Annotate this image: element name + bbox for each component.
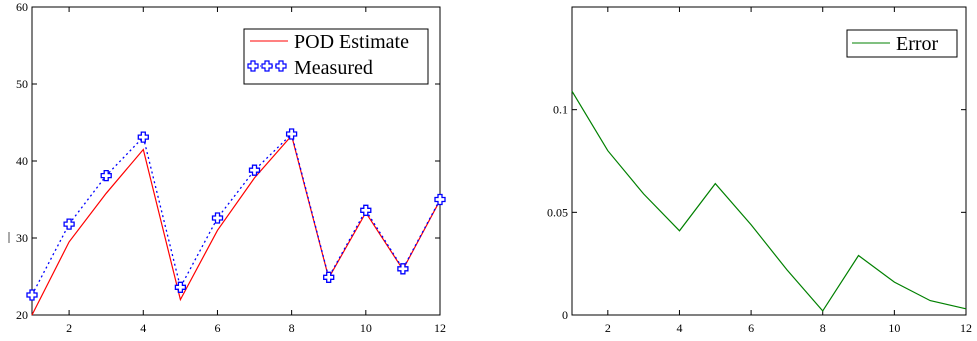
series-point-measured	[100, 169, 112, 182]
right-y-tick-label: 0.1	[553, 103, 568, 117]
left-x-tick-label: 12	[434, 321, 446, 335]
right-y-tick-label: 0	[562, 308, 568, 322]
right-x-tick-label: 2	[605, 321, 611, 335]
left-ticks: 2 4 6 8 10 12 20 30 40 50 60	[16, 0, 446, 335]
right-x-tick-label: 6	[748, 321, 754, 335]
right-x-tick-label: 12	[960, 321, 972, 335]
left-y-tick-label: 60	[16, 0, 28, 14]
series-point-measured	[174, 281, 187, 293]
left-y-tick-label: 40	[16, 154, 28, 168]
left-x-tick-label: 10	[360, 321, 372, 335]
legend-measured-label: Measured	[294, 57, 373, 79]
series-point-measured	[137, 131, 149, 143]
series-point-measured	[434, 193, 446, 206]
series-line-measured	[31, 132, 441, 296]
right-chart: 2 4 6 8 10 12 0 0.05 0.1 Error	[547, 6, 972, 335]
left-x-tick-label: 4	[140, 321, 146, 335]
legend-error-label: Error	[896, 33, 939, 55]
series-line-error	[571, 90, 967, 312]
series-point-measured	[211, 212, 224, 224]
right-series	[571, 90, 967, 312]
series-point-measured	[360, 204, 372, 216]
series-point-measured	[285, 128, 298, 140]
left-x-tick-label: 2	[66, 321, 72, 335]
left-y-tick-label: 30	[16, 231, 28, 245]
right-y-tick-label: 0.05	[547, 205, 568, 219]
left-y-tick-label: 50	[16, 77, 28, 91]
left-chart: 2 4 6 8 10 12 20 30 40 50 60 POD Estimate Measured	[8, 0, 446, 335]
left-x-tick-label: 8	[289, 321, 295, 335]
left-x-tick-label: 6	[214, 321, 220, 335]
legend-measured-swatch	[247, 60, 287, 72]
left-legend: POD Estimate Measured	[243, 28, 429, 85]
right-x-tick-label: 4	[676, 321, 682, 335]
right-plot-frame	[571, 6, 967, 316]
series-line-pod-estimate	[31, 134, 441, 316]
series-point-measured	[397, 263, 409, 275]
right-x-tick-label: 8	[820, 321, 826, 335]
right-legend: Error	[846, 29, 958, 58]
series-point-measured	[26, 289, 38, 301]
legend-pod-estimate-label: POD Estimate	[294, 31, 409, 53]
series-point-measured	[248, 164, 261, 176]
left-legend-box	[243, 28, 429, 85]
left-y-tick-label: 20	[16, 308, 28, 322]
right-x-tick-label: 10	[888, 321, 900, 335]
right-ticks: 2 4 6 8 10 12 0 0.05 0.1	[547, 7, 972, 335]
left-series	[26, 128, 446, 316]
series-point-measured	[323, 271, 335, 283]
series-point-measured	[63, 218, 75, 230]
